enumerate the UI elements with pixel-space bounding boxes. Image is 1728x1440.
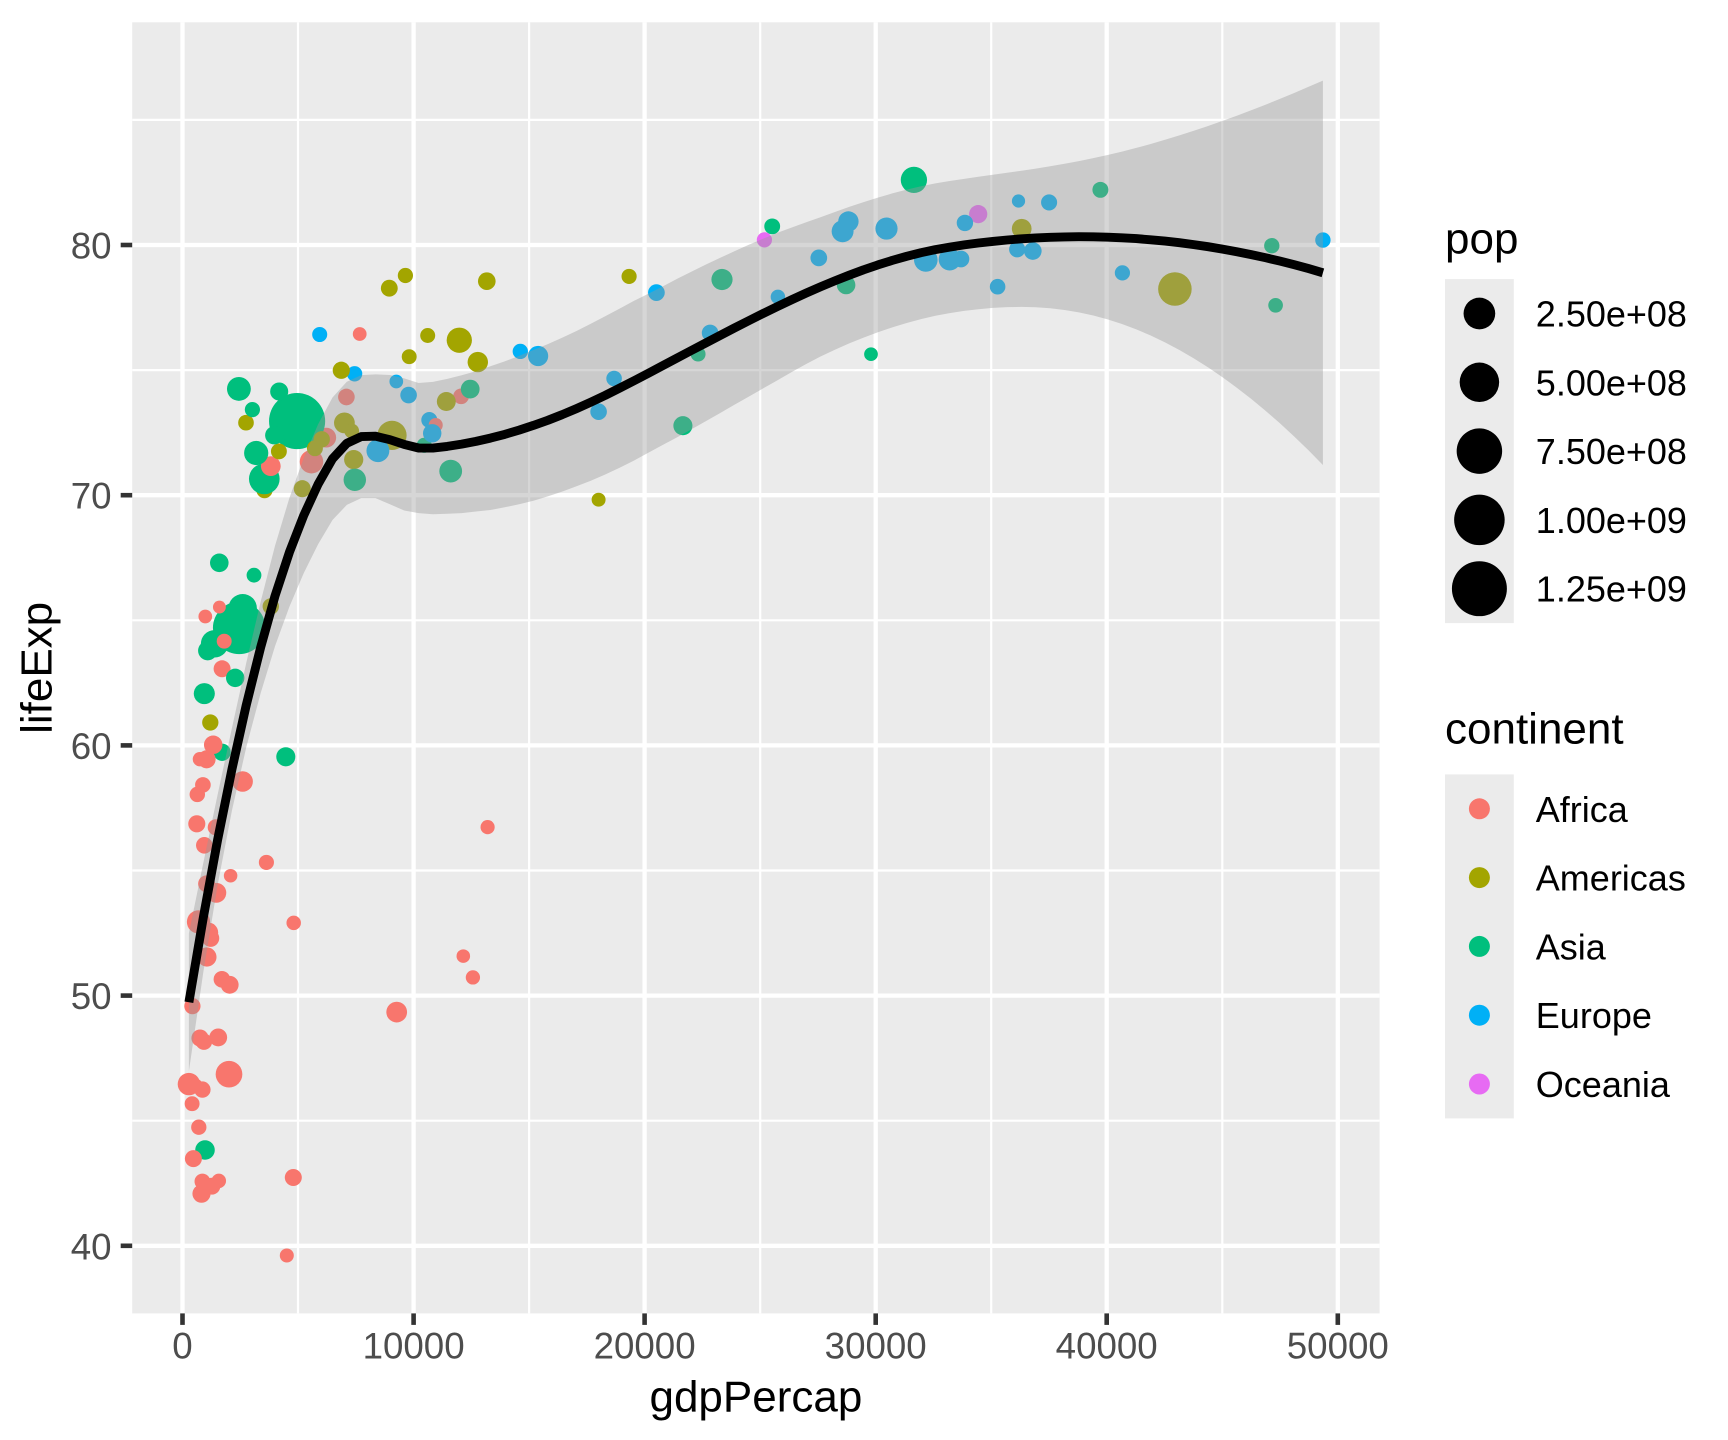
svg-text:60: 60 (71, 726, 112, 767)
svg-text:pop: pop (1445, 214, 1518, 263)
svg-text:Africa: Africa (1536, 789, 1629, 830)
svg-text:lifeExp: lifeExp (13, 602, 62, 734)
svg-text:30000: 30000 (825, 1325, 927, 1366)
svg-text:5.00e+08: 5.00e+08 (1536, 362, 1687, 403)
svg-text:50000: 50000 (1287, 1325, 1389, 1366)
svg-text:Asia: Asia (1536, 926, 1607, 967)
svg-text:gdpPercap: gdpPercap (649, 1373, 862, 1422)
svg-text:Americas: Americas (1536, 858, 1686, 899)
svg-text:Oceania: Oceania (1536, 1064, 1671, 1105)
svg-text:Europe: Europe (1536, 995, 1652, 1036)
svg-text:1.00e+09: 1.00e+09 (1536, 500, 1687, 541)
svg-text:10000: 10000 (363, 1325, 465, 1366)
svg-text:7.50e+08: 7.50e+08 (1536, 431, 1687, 472)
svg-text:50: 50 (71, 976, 112, 1017)
svg-text:80: 80 (71, 226, 112, 267)
svg-text:0: 0 (172, 1325, 192, 1366)
svg-text:40: 40 (71, 1226, 112, 1267)
svg-text:2.50e+08: 2.50e+08 (1536, 294, 1687, 335)
svg-text:continent: continent (1445, 705, 1624, 754)
svg-text:40000: 40000 (1056, 1325, 1158, 1366)
svg-text:1.25e+09: 1.25e+09 (1536, 569, 1687, 610)
svg-text:70: 70 (71, 476, 112, 517)
svg-text:20000: 20000 (594, 1325, 696, 1366)
